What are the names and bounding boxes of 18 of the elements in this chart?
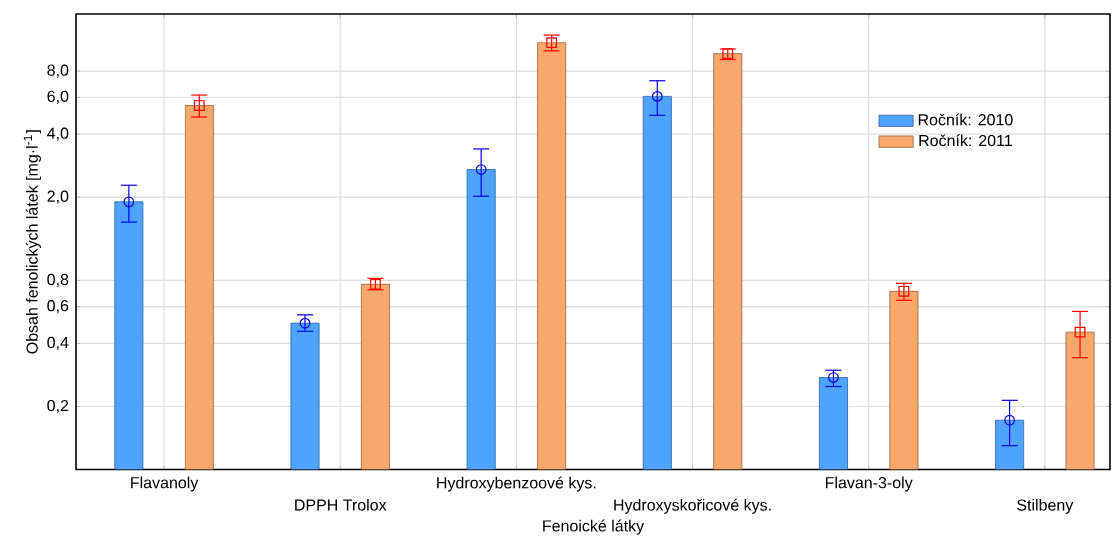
y-tick-label: 6,0: [47, 90, 69, 104]
x-tick-label: Stilbeny: [1017, 498, 1074, 514]
x-tick-label: Flavanoly: [131, 476, 199, 492]
y-tick-label: 0,2: [47, 399, 69, 414]
y-axis-title: Obsah fenolických látek [mg·l$^{-1}$]: [23, 130, 41, 354]
x-tick-label: Flavan-3-oly: [825, 476, 913, 492]
x-tick-label: Hydroxyskořicové kys.: [614, 498, 771, 514]
legend-label: Ročník: 2011: [919, 134, 1012, 147]
y-tick-label: 8,0: [47, 64, 69, 78]
y-tick-label: 4,0: [47, 127, 69, 141]
x-axis-title: Fenoické látky: [543, 519, 645, 535]
x-tick-label: DPPH Trolox: [295, 498, 387, 511]
y-tick-label: 0,6: [47, 300, 69, 314]
legend-label: Ročník: 2010: [918, 113, 1013, 126]
y-tick-label: 0,4: [47, 336, 69, 351]
y-tick-label: 2,0: [47, 190, 69, 204]
x-tick-label: Hydroxybenzoové kys.: [437, 476, 596, 492]
y-tick-label: 0,8: [47, 273, 69, 288]
